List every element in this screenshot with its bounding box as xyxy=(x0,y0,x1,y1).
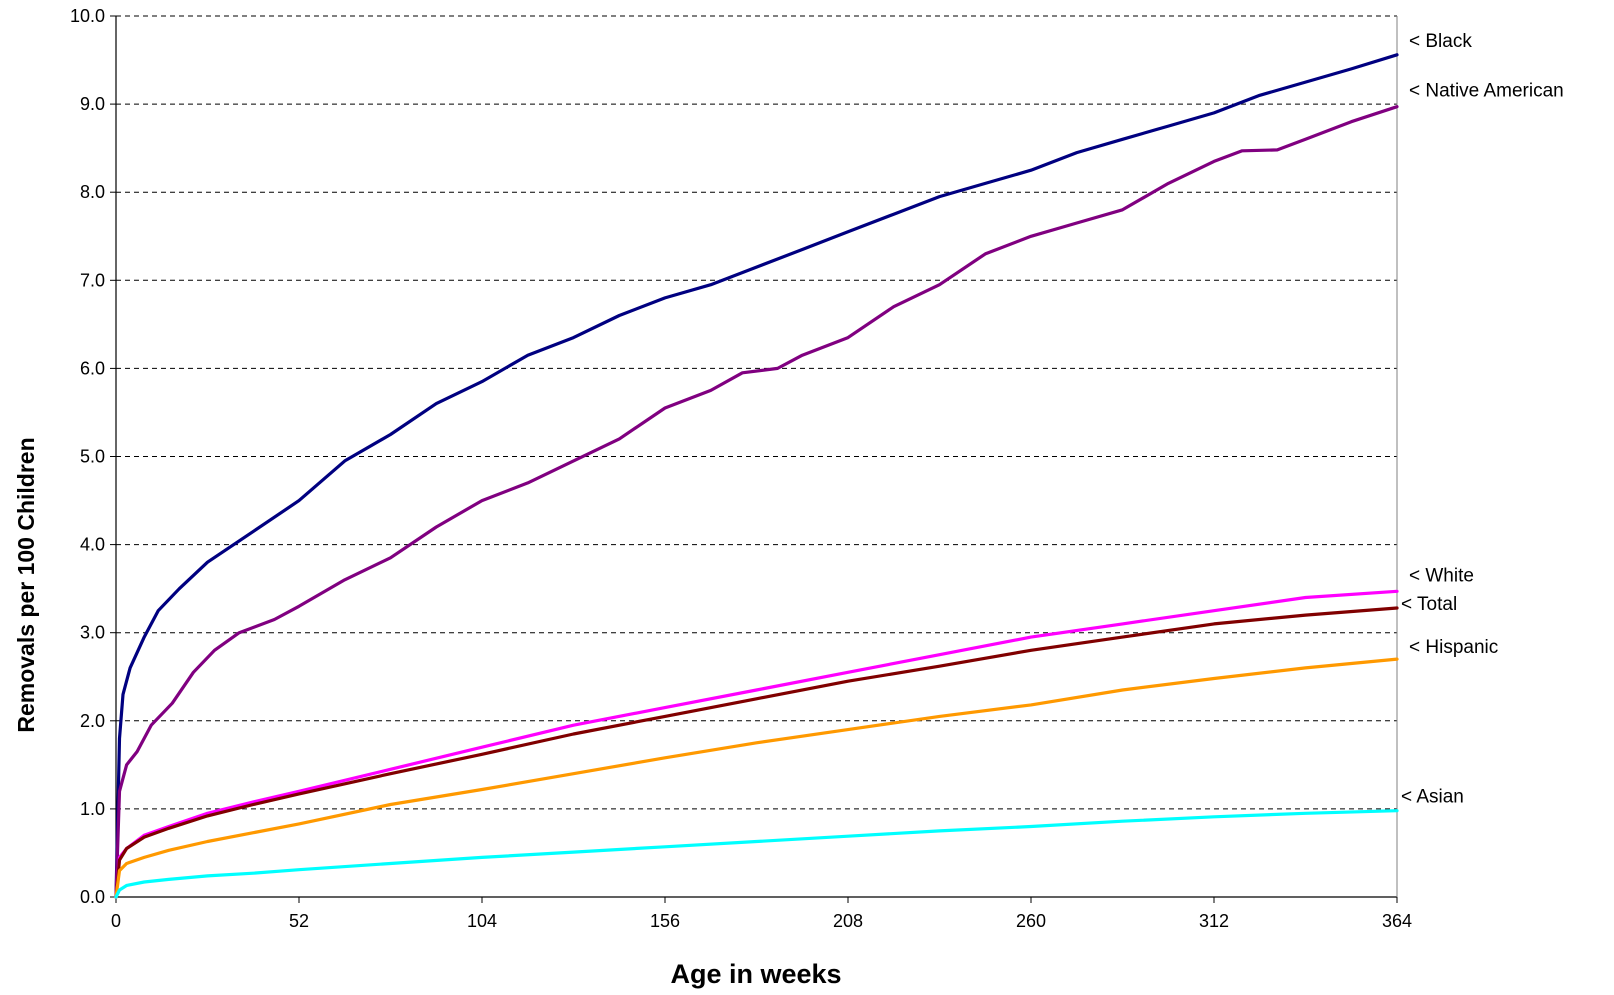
x-tick-label: 0 xyxy=(111,911,121,931)
gridlines xyxy=(116,15,1397,810)
x-tick-label: 52 xyxy=(289,911,309,931)
x-tick-label: 312 xyxy=(1199,911,1229,931)
series-line-3 xyxy=(114,606,1399,899)
y-tick-label: 9.0 xyxy=(80,94,105,114)
series-line-0 xyxy=(114,53,1399,899)
y-tick-label: 4.0 xyxy=(80,535,105,555)
series-labels: < Black < Native American < White < Total < … xyxy=(1401,31,1564,808)
y-tick-label: 10.0 xyxy=(70,6,105,26)
series-line-1 xyxy=(114,105,1399,899)
series-lines xyxy=(114,53,1399,899)
series-line-4 xyxy=(114,657,1399,899)
y-tick-label: 6.0 xyxy=(80,358,105,378)
x-tick-label: 364 xyxy=(1382,911,1412,931)
x-tick-label: 208 xyxy=(833,911,863,931)
series-label-0: < Black xyxy=(1409,31,1472,52)
series-label-5: < Asian xyxy=(1401,787,1464,808)
series-line-2 xyxy=(114,589,1399,899)
y-tick-label: 5.0 xyxy=(80,447,105,467)
y-tick-label: 0.0 xyxy=(80,887,105,907)
y-tick-label: 3.0 xyxy=(80,623,105,643)
x-tick-label: 260 xyxy=(1016,911,1046,931)
series-label-4: < Hispanic xyxy=(1409,637,1498,658)
x-tick-label: 156 xyxy=(650,911,680,931)
series-line-5 xyxy=(114,809,1399,899)
y-axis-title: Removals per 100 Children xyxy=(13,437,39,732)
y-tick-label: 8.0 xyxy=(80,182,105,202)
y-tick-label: 7.0 xyxy=(80,270,105,290)
axes: 0.0 1.0 2.0 3.0 4.0 5.0 6.0 7.0 8.0 9.0 10.0 0 52 104… xyxy=(70,6,1412,931)
series-label-2: < White xyxy=(1409,565,1474,586)
x-axis-title: Age in weeks xyxy=(670,959,841,989)
y-tick-label: 1.0 xyxy=(80,799,105,819)
series-label-1: < Native American xyxy=(1409,81,1564,102)
y-tick-label: 2.0 xyxy=(80,711,105,731)
series-label-3: < Total xyxy=(1401,594,1457,615)
x-tick-label: 104 xyxy=(467,911,497,931)
